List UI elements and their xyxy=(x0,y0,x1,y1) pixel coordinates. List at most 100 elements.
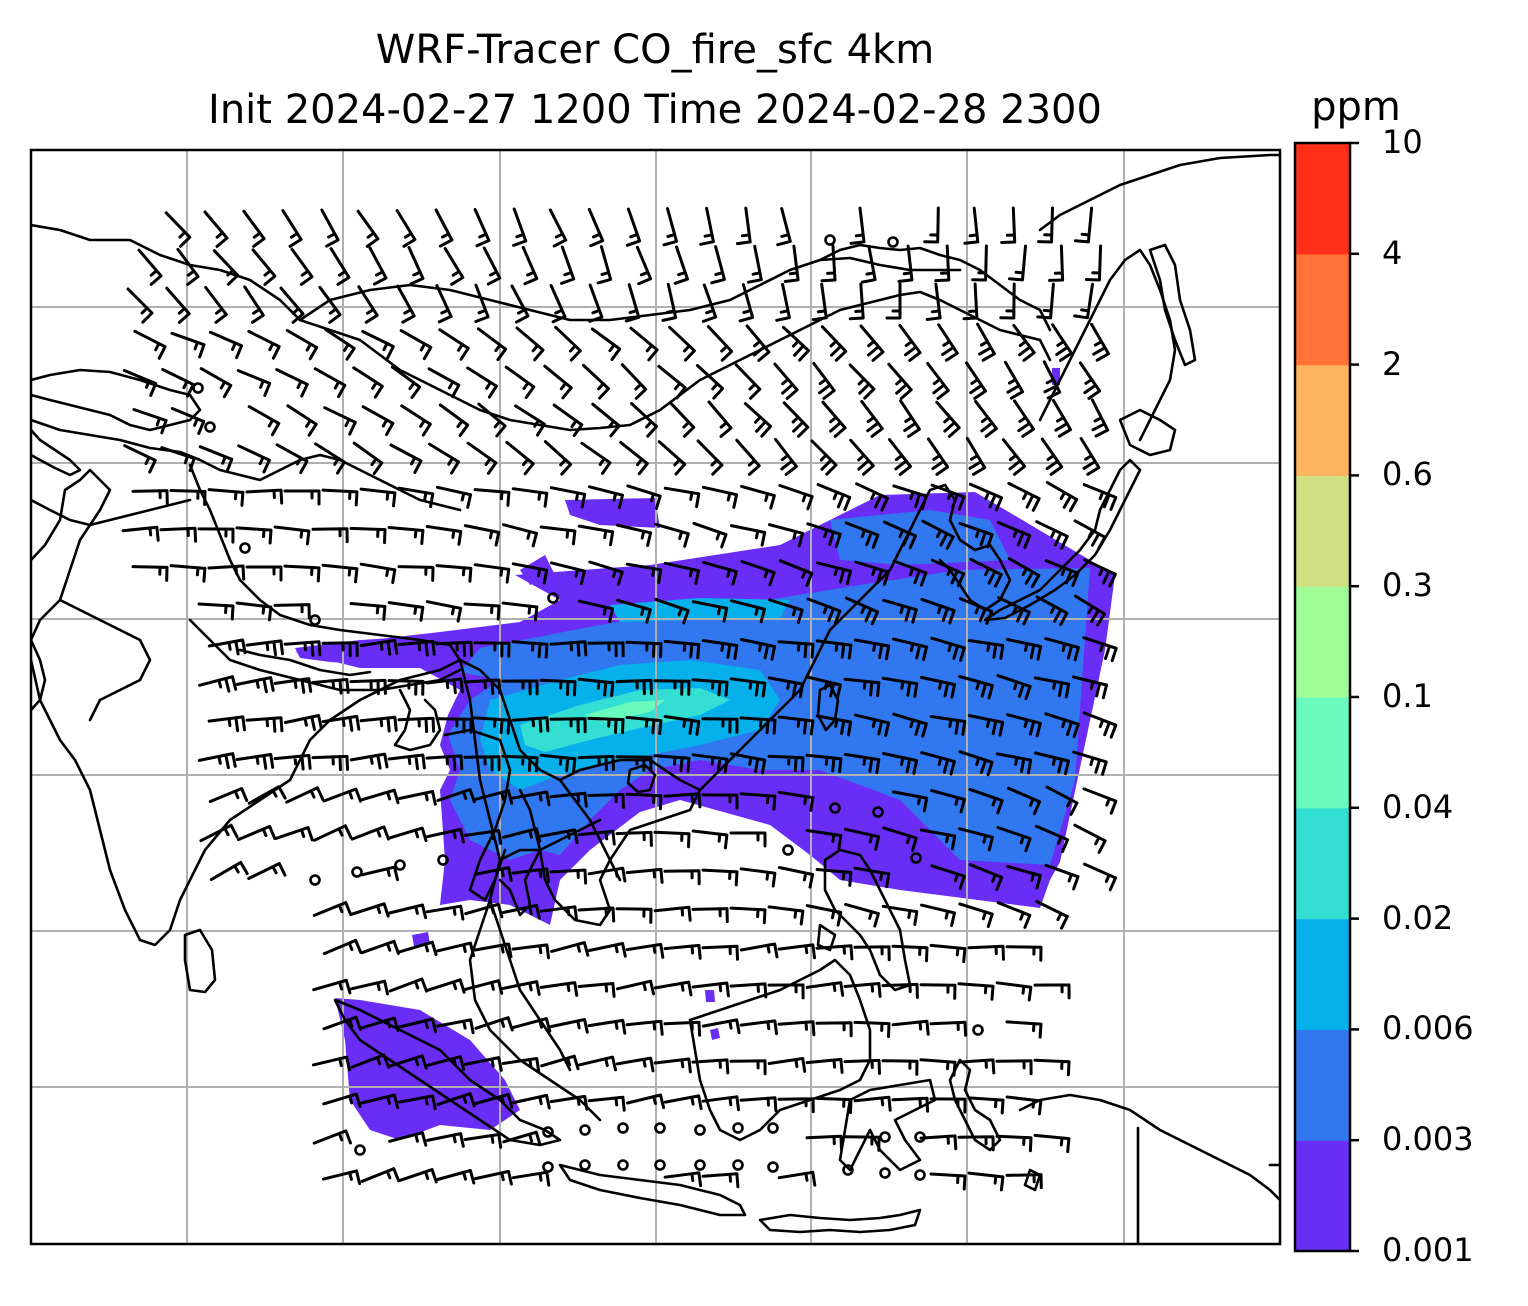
wind-barb xyxy=(208,330,244,360)
colorbar-segment xyxy=(1295,364,1350,476)
wind-barb xyxy=(473,488,511,507)
wind-barb xyxy=(657,364,687,400)
wind-barb xyxy=(968,863,1004,891)
wind-barb xyxy=(350,825,390,841)
wind-barb xyxy=(482,246,502,286)
wind-barb xyxy=(235,753,275,770)
wind-barb xyxy=(1073,519,1107,551)
wind-barb xyxy=(245,488,284,505)
wind-barb xyxy=(782,325,810,362)
wind-barb xyxy=(958,750,994,777)
wind-barb xyxy=(844,902,880,928)
wind-barb xyxy=(853,638,891,661)
wind-barb xyxy=(360,1093,400,1110)
wind-barb xyxy=(165,286,191,324)
wind-barb xyxy=(843,1135,881,1152)
wind-barb xyxy=(653,679,691,696)
wind-barb xyxy=(663,639,701,660)
wind-barb xyxy=(539,905,579,922)
wind-barb xyxy=(775,282,791,322)
wind-barb xyxy=(881,752,919,775)
wind-barb xyxy=(425,754,464,771)
calm-wind-circle xyxy=(239,542,251,554)
wind-barb xyxy=(395,209,417,248)
wind-barb xyxy=(359,638,399,656)
colorbar-tick-label: 0.006 xyxy=(1382,1009,1474,1048)
colorbar-tick-label: 4 xyxy=(1382,233,1403,272)
wind-barb xyxy=(360,939,400,955)
wind-barb xyxy=(204,286,228,324)
colorbar-segment xyxy=(1295,475,1350,587)
wind-barb xyxy=(197,527,235,544)
wind-barb xyxy=(968,482,1004,512)
wind-barb xyxy=(930,636,966,662)
wind-barb xyxy=(888,438,912,476)
wind-barb xyxy=(207,638,247,656)
plume-isolated-4 xyxy=(710,1028,720,1040)
wind-barb xyxy=(539,753,577,774)
wind-barb xyxy=(812,361,836,400)
wind-barb xyxy=(133,329,167,360)
calm-wind-circle xyxy=(654,1122,666,1134)
wind-barb xyxy=(891,1019,930,1036)
calm-wind-circle xyxy=(579,1159,591,1171)
wind-barb xyxy=(539,981,579,997)
wind-barb xyxy=(625,867,664,884)
wind-barb xyxy=(279,286,305,324)
wind-barb xyxy=(996,901,1032,929)
wind-barb xyxy=(1005,1173,1043,1190)
wind-barb xyxy=(626,484,662,510)
wind-barb xyxy=(247,862,287,880)
wind-barb xyxy=(1036,282,1055,320)
wind-barb xyxy=(550,561,586,586)
wind-barb xyxy=(590,327,622,361)
wind-barb xyxy=(937,323,959,362)
wind-barb xyxy=(1040,437,1064,476)
wind-barb xyxy=(397,486,435,509)
wind-barb xyxy=(815,714,853,737)
wind-barb xyxy=(435,564,473,583)
wind-barb xyxy=(729,752,767,775)
wind-barb xyxy=(958,827,994,852)
calm-wind-circle xyxy=(437,854,449,866)
wind-barb xyxy=(929,943,967,964)
wind-barb xyxy=(691,753,729,774)
wind-barb xyxy=(290,247,314,286)
wind-barb xyxy=(123,444,157,474)
map-frame xyxy=(29,148,1282,1246)
wind-barb xyxy=(619,440,649,476)
wind-barb xyxy=(958,521,994,549)
wind-barb xyxy=(1045,481,1079,513)
wind-barb xyxy=(505,440,535,476)
wind-barb xyxy=(653,1057,692,1074)
wind-barb xyxy=(735,206,752,246)
wind-barb xyxy=(400,404,432,437)
wind-barb xyxy=(653,980,693,997)
wind-barb xyxy=(821,400,847,438)
wind-barb xyxy=(919,983,957,1000)
wind-barb xyxy=(512,1017,552,1033)
wind-barb xyxy=(1035,595,1069,626)
wind-barb xyxy=(588,283,604,323)
wind-barb xyxy=(397,1094,437,1111)
wind-barb xyxy=(275,368,309,398)
wind-barb xyxy=(777,866,815,889)
wind-barb xyxy=(1034,751,1070,776)
wind-barb xyxy=(892,637,928,662)
wind-barb xyxy=(853,945,891,962)
wind-barb xyxy=(501,679,539,696)
wind-barb xyxy=(476,327,508,362)
wind-barb xyxy=(701,639,739,660)
wind-barb xyxy=(691,907,729,924)
wind-barb xyxy=(1048,244,1065,282)
wind-barb xyxy=(1034,824,1070,854)
wind-barb xyxy=(245,639,284,657)
calm-wind-circle xyxy=(309,874,321,886)
wind-barb xyxy=(311,527,349,544)
wind-barb xyxy=(967,1171,1005,1192)
wind-barb xyxy=(815,1096,853,1115)
border-thailand xyxy=(498,788,542,862)
wind-barb xyxy=(311,1055,351,1072)
wind-barb xyxy=(387,679,425,696)
wind-barb xyxy=(350,902,390,918)
